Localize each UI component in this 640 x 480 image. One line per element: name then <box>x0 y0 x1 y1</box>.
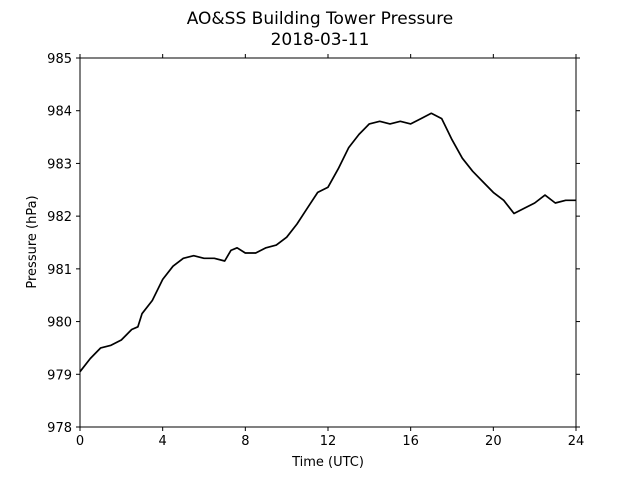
chart-subtitle: 2018-03-11 <box>271 30 370 50</box>
y-tick-label: 980 <box>47 316 72 331</box>
y-tick-label: 982 <box>47 210 72 225</box>
x-tick-label: 24 <box>568 434 585 449</box>
x-tick-label: 4 <box>159 434 167 449</box>
y-tick-label: 978 <box>47 421 72 436</box>
x-tick-label: 20 <box>485 434 502 449</box>
y-tick-label: 984 <box>47 105 72 120</box>
x-axis-label: Time (UTC) <box>291 455 364 470</box>
x-tick-label: 12 <box>320 434 337 449</box>
axis-tick-labels: 0 4 8 12 16 20 24 978 979 980 981 982 983 984 985 <box>47 52 584 449</box>
y-tick-label: 985 <box>47 52 72 67</box>
y-axis-label: Pressure (hPa) <box>25 195 40 288</box>
axis-ticks <box>76 54 580 431</box>
x-tick-label: 16 <box>402 434 419 449</box>
y-tick-label: 979 <box>47 368 72 383</box>
x-tick-label: 8 <box>241 434 249 449</box>
y-tick-label: 983 <box>47 157 72 172</box>
x-tick-label: 0 <box>76 434 84 449</box>
plot-area-frame <box>79 57 577 428</box>
y-tick-label: 981 <box>47 263 72 278</box>
pressure-series-line <box>79 112 576 373</box>
chart-title: AO&SS Building Tower Pressure <box>187 9 454 29</box>
